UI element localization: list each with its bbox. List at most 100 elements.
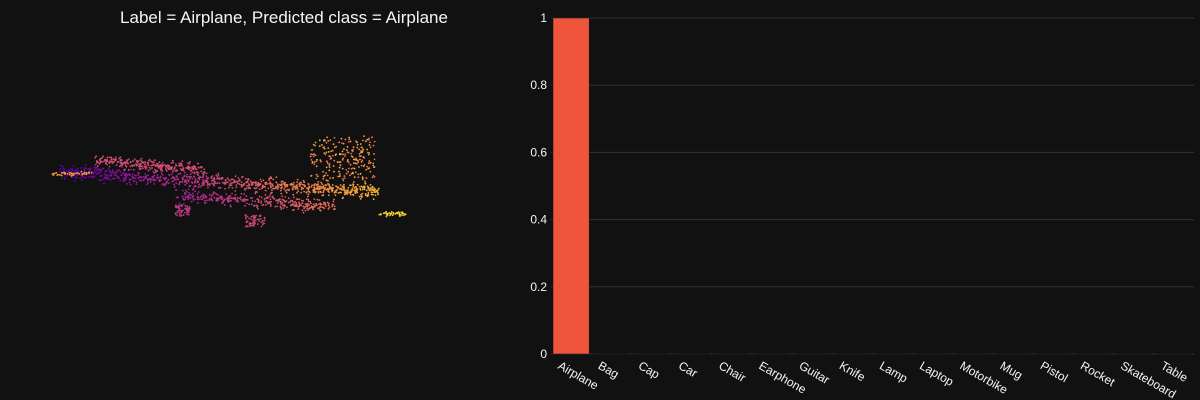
point xyxy=(259,183,262,186)
point xyxy=(264,197,267,200)
point xyxy=(234,198,237,201)
point xyxy=(359,188,362,190)
point-cloud-scatter xyxy=(51,135,407,228)
point xyxy=(255,214,258,217)
point xyxy=(129,165,132,168)
point xyxy=(135,183,138,185)
point xyxy=(275,176,278,179)
point xyxy=(227,195,230,198)
point xyxy=(206,179,208,182)
point xyxy=(181,160,184,163)
point xyxy=(129,173,132,176)
point xyxy=(306,195,309,198)
point xyxy=(289,204,292,207)
point xyxy=(188,191,191,194)
point xyxy=(308,191,311,194)
point xyxy=(194,198,196,201)
point xyxy=(215,199,218,202)
point xyxy=(185,191,188,193)
point xyxy=(362,177,364,179)
point xyxy=(141,167,144,170)
point xyxy=(323,207,326,210)
point xyxy=(368,151,371,154)
point xyxy=(186,173,188,176)
x-tick-label: Pistol xyxy=(1038,358,1070,385)
point xyxy=(335,185,337,188)
point xyxy=(326,162,329,164)
point xyxy=(202,179,204,181)
point xyxy=(144,161,146,164)
point xyxy=(348,136,351,139)
point xyxy=(254,187,256,190)
point xyxy=(358,155,361,158)
point xyxy=(203,168,206,171)
point xyxy=(184,207,186,210)
point xyxy=(181,195,184,198)
point xyxy=(162,164,165,167)
point xyxy=(182,209,184,212)
point xyxy=(334,154,337,156)
point xyxy=(97,161,100,164)
point xyxy=(272,178,275,181)
point xyxy=(359,185,361,188)
point xyxy=(261,223,264,226)
point xyxy=(329,139,332,142)
point xyxy=(95,173,98,175)
point xyxy=(106,176,109,178)
point xyxy=(119,156,122,159)
point xyxy=(315,204,318,207)
point xyxy=(340,153,342,156)
point xyxy=(201,166,203,169)
point xyxy=(178,182,181,185)
point xyxy=(156,174,159,176)
bar-airplane[interactable] xyxy=(552,17,590,355)
point xyxy=(202,182,205,185)
point xyxy=(137,160,139,162)
point xyxy=(171,180,174,183)
point xyxy=(202,172,204,175)
x-tick-label: Car xyxy=(676,358,700,380)
point xyxy=(90,171,93,174)
point xyxy=(107,168,110,171)
point xyxy=(372,164,374,167)
point xyxy=(364,194,367,196)
point xyxy=(327,194,330,197)
point xyxy=(176,214,179,217)
point xyxy=(253,220,256,223)
point xyxy=(291,202,294,205)
point xyxy=(315,177,318,180)
point xyxy=(344,153,347,156)
point xyxy=(70,170,72,173)
x-tick-label: Rocket xyxy=(1078,358,1118,389)
point xyxy=(263,198,266,201)
point xyxy=(315,173,318,176)
point xyxy=(189,169,192,172)
point xyxy=(117,176,120,179)
point xyxy=(362,148,364,151)
point xyxy=(344,177,346,180)
point xyxy=(347,186,350,189)
point xyxy=(199,196,202,198)
point xyxy=(335,145,338,148)
point xyxy=(197,171,200,174)
point xyxy=(312,203,315,206)
point xyxy=(363,188,366,191)
point xyxy=(99,157,102,160)
point xyxy=(233,196,236,199)
point xyxy=(81,179,83,182)
point xyxy=(164,183,167,186)
point xyxy=(181,176,184,179)
point xyxy=(204,196,207,199)
point xyxy=(183,179,186,182)
point xyxy=(108,156,111,159)
point xyxy=(122,172,125,175)
point xyxy=(284,200,287,203)
point xyxy=(385,212,387,215)
point xyxy=(244,216,247,218)
point xyxy=(158,161,161,164)
point xyxy=(179,172,182,175)
point xyxy=(237,200,240,203)
point xyxy=(228,186,230,189)
point xyxy=(194,184,197,187)
point xyxy=(122,177,125,180)
